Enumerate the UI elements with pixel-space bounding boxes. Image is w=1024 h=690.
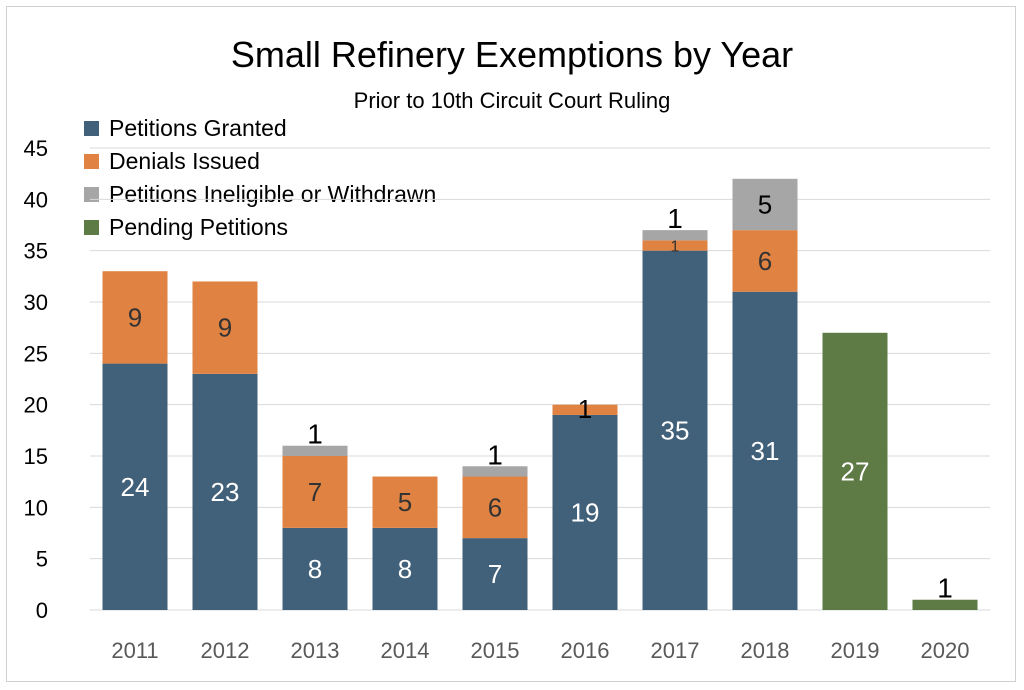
y-tick-label: 40 [24, 187, 48, 212]
bar-segment [192, 281, 258, 374]
bar-segment [822, 332, 888, 610]
legend-swatch [84, 187, 99, 202]
y-tick-label: 25 [24, 341, 48, 366]
chart-subtitle: Prior to 10th Circuit Court Ruling [353, 88, 671, 113]
bar-segment [282, 445, 348, 456]
legend-item-pending-petitions: Pending Petitions [84, 211, 436, 244]
bar-segment [552, 404, 618, 415]
bar-segment [732, 291, 798, 610]
chart-frame [6, 6, 1016, 682]
bar-segment [552, 414, 618, 610]
data-label: 1 [487, 439, 503, 470]
x-tick-label: 2020 [921, 638, 970, 663]
data-label: 1 [307, 419, 323, 450]
y-tick-label: 45 [24, 136, 48, 161]
data-label: 7 [308, 477, 322, 507]
bar-segment [282, 527, 348, 610]
bar-segment [102, 271, 168, 364]
data-label: 31 [751, 436, 780, 466]
legend-label: Petitions Granted [109, 115, 287, 141]
legend-label: Petitions Ineligible or Withdrawn [109, 181, 437, 207]
x-tick-label: 2016 [561, 638, 610, 663]
x-tick-label: 2015 [471, 638, 520, 663]
y-tick-label: 35 [24, 239, 48, 264]
legend: Petitions Granted Denials Issued Petitio… [84, 112, 436, 244]
data-label: 1 [667, 203, 683, 234]
bar-segment [642, 250, 708, 610]
data-label: 5 [758, 189, 772, 219]
data-label: 1 [937, 573, 953, 604]
data-label: 35 [661, 415, 690, 445]
data-label: 1 [578, 394, 592, 424]
y-tick-label: 0 [36, 598, 48, 623]
legend-label: Denials Issued [109, 148, 260, 174]
bar-segment [732, 230, 798, 292]
bar-segment [912, 599, 978, 610]
x-tick-label: 2012 [201, 638, 250, 663]
legend-swatch [84, 121, 99, 136]
bar-segment [462, 476, 528, 539]
y-tick-label: 20 [24, 393, 48, 418]
bar-segment [462, 538, 528, 610]
data-label: 6 [758, 246, 772, 276]
x-tick-label: 2013 [291, 638, 340, 663]
bar-segment [732, 178, 798, 231]
data-label: 27 [841, 456, 870, 486]
bar-segment [462, 466, 528, 477]
data-label: 7 [488, 559, 502, 589]
data-label: 8 [398, 554, 412, 584]
bar-segment [282, 456, 348, 528]
bar-segment [372, 476, 438, 528]
data-label: 1 [671, 239, 680, 256]
data-label: 6 [488, 492, 502, 522]
bar-segment [642, 240, 708, 251]
x-tick-label: 2014 [381, 638, 430, 663]
chart-title: Small Refinery Exemptions by Year [230, 34, 794, 75]
bar-segment [372, 527, 438, 610]
legend-label: Pending Petitions [109, 214, 289, 240]
data-label: 8 [308, 554, 322, 584]
legend-swatch [84, 220, 99, 235]
bar-segment [102, 363, 168, 610]
legend-item-denials-issued: Denials Issued [84, 145, 436, 178]
legend-item-petitions-granted: Petitions Granted [84, 112, 436, 145]
y-tick-label: 10 [24, 495, 48, 520]
legend-swatch [84, 154, 99, 169]
y-tick-label: 30 [24, 290, 48, 315]
bar-segment [192, 373, 258, 610]
data-label: 19 [571, 497, 600, 527]
x-tick-label: 2017 [651, 638, 700, 663]
y-tick-label: 5 [36, 547, 48, 572]
x-tick-label: 2019 [831, 638, 880, 663]
y-tick-label: 15 [24, 444, 48, 469]
x-tick-label: 2011 [111, 638, 158, 663]
data-label: 5 [398, 487, 412, 517]
data-label: 9 [128, 302, 142, 332]
data-label: 23 [211, 477, 240, 507]
legend-item-ineligible-withdrawn: Petitions Ineligible or Withdrawn [84, 178, 436, 211]
bar-segment [642, 230, 708, 241]
x-tick-label: 2018 [741, 638, 790, 663]
data-label: 9 [218, 313, 232, 343]
data-label: 24 [121, 472, 150, 502]
